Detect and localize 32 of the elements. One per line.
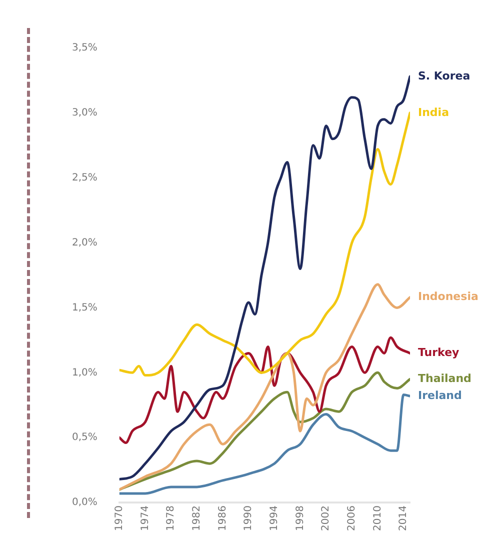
x-tick-label: 1986 [217, 506, 228, 532]
x-tick-label: 1970 [114, 506, 125, 532]
series-label: S. Korea [418, 69, 470, 82]
y-tick-label: 0,5% [72, 432, 98, 444]
series-label: Thailand [418, 372, 472, 386]
y-tick-label: 3,0% [72, 108, 98, 119]
line-series [119, 371, 410, 491]
x-tick-label: 2010 [372, 506, 384, 532]
y-tick-label: 2,0% [72, 237, 98, 248]
series-label: Indonesia [418, 290, 478, 304]
x-tick-label: 1982 [191, 506, 202, 532]
line-series [119, 283, 410, 491]
y-tick-label: 3,5% [72, 42, 98, 54]
x-tick-label: 1978 [166, 506, 177, 532]
x-tick-label: 1998 [294, 506, 306, 532]
line-series [119, 75, 410, 480]
y-tick-label: 0,0% [72, 497, 98, 508]
y-tick-label: 2,5% [72, 172, 98, 184]
y-tick-label: 1,0% [72, 367, 98, 378]
x-tick-label: 2006 [346, 506, 358, 532]
x-tick-label: 1994 [268, 506, 280, 532]
line-series [119, 394, 410, 495]
y-tick-label: 1,5% [72, 302, 98, 314]
x-tick-label: 2014 [398, 506, 410, 532]
x-tick-label: 1974 [140, 506, 151, 532]
line-series [119, 336, 410, 444]
x-tick-label: 2002 [320, 506, 332, 532]
series-label: India [418, 106, 449, 119]
series-label: Turkey [418, 346, 460, 360]
line-series [119, 112, 410, 377]
x-tick-label: 1990 [243, 506, 254, 532]
series-label: Ireland [418, 388, 462, 402]
